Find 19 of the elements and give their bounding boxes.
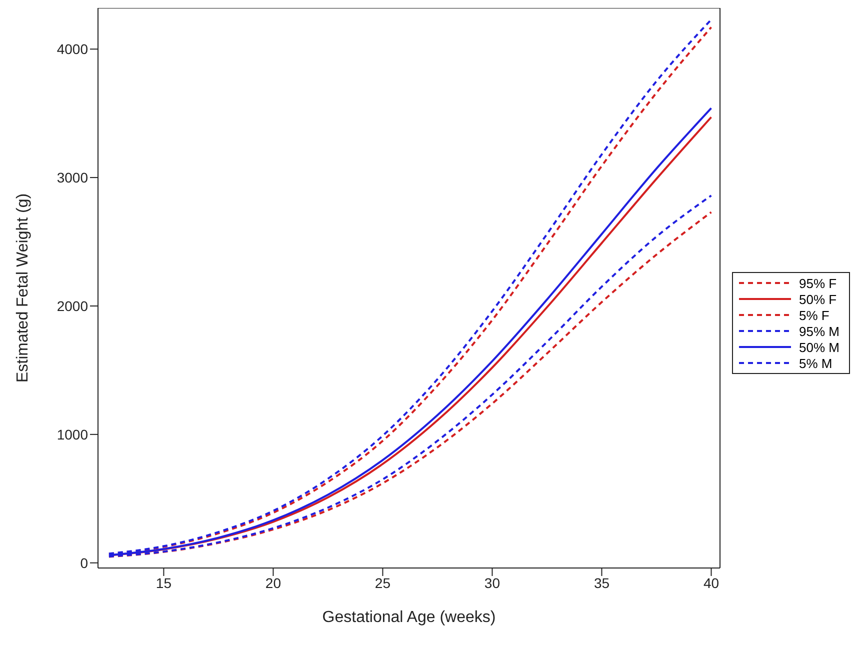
x-tick-label: 25	[374, 574, 391, 591]
legend-label: 95% M	[799, 324, 840, 338]
legend-label: 50% F	[799, 292, 837, 306]
x-tick-label: 20	[265, 574, 282, 591]
x-tick-label: 35	[594, 574, 610, 591]
y-tick-label: 4000	[56, 41, 88, 58]
x-tick-label: 15	[156, 574, 172, 591]
x-tick-label: 30	[484, 574, 500, 591]
x-axis-title: Gestational Age (weeks)	[322, 609, 496, 626]
legend-label: 50% M	[799, 340, 840, 354]
y-tick-label: 2000	[56, 298, 88, 314]
legend-label: 95% F	[799, 276, 837, 290]
y-axis-title: Estimated Fetal Weight (g)	[14, 193, 32, 383]
y-tick-label: 1000	[56, 426, 88, 442]
x-tick-label: 40	[703, 574, 720, 591]
y-tick-label: 0	[80, 554, 88, 571]
legend-label: 5% M	[799, 356, 832, 370]
legend-label: 5% F	[799, 308, 830, 322]
y-tick-label: 3000	[56, 170, 88, 186]
